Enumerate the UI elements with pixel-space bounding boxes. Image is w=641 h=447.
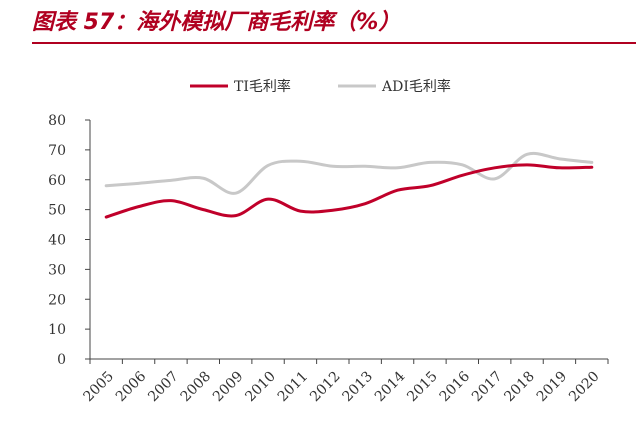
x-tick-label: 2005 [81,369,118,406]
legend-label: ADI毛利率 [381,78,451,95]
legend-label: TI毛利率 [234,78,291,95]
x-tick-label: 2019 [534,369,571,406]
y-tick-label: 20 [48,292,66,308]
x-tick-label: 2009 [210,369,247,406]
y-tick-label: 50 [48,203,66,219]
adi-gross-margin-line [104,151,594,195]
y-tick-label: 0 [57,352,66,368]
chart-title: 图表 57：海外模拟厂商毛利率（%） [32,10,401,35]
x-tick-label: 2007 [145,369,182,406]
x-tick-label: 2020 [566,369,603,406]
y-tick-label: 10 [48,322,66,338]
y-tick-label: 60 [48,173,66,189]
y-tick-label: 30 [48,262,66,278]
x-tick-label: 2012 [307,369,344,406]
x-tick-label: 2014 [372,368,409,405]
x-tick-label: 2013 [340,369,377,406]
y-tick-label: 40 [48,233,66,249]
x-tick-label: 2006 [113,368,150,405]
x-tick-label: 2015 [404,369,441,406]
y-tick-label: 80 [48,113,66,129]
legend: TI毛利率 ADI毛利率 [190,78,451,95]
x-tick-label: 2018 [501,369,538,406]
x-tick-label: 2016 [437,368,474,405]
title-underline [32,42,636,44]
x-tick-label: 2010 [242,369,279,406]
x-tick-label: 2017 [469,369,506,406]
x-tick-label: 2011 [275,369,312,406]
x-tick-label: 2008 [178,369,215,406]
series-lines [104,151,594,219]
ti-gross-margin-line [104,163,594,219]
y-tick-label: 70 [48,143,66,159]
